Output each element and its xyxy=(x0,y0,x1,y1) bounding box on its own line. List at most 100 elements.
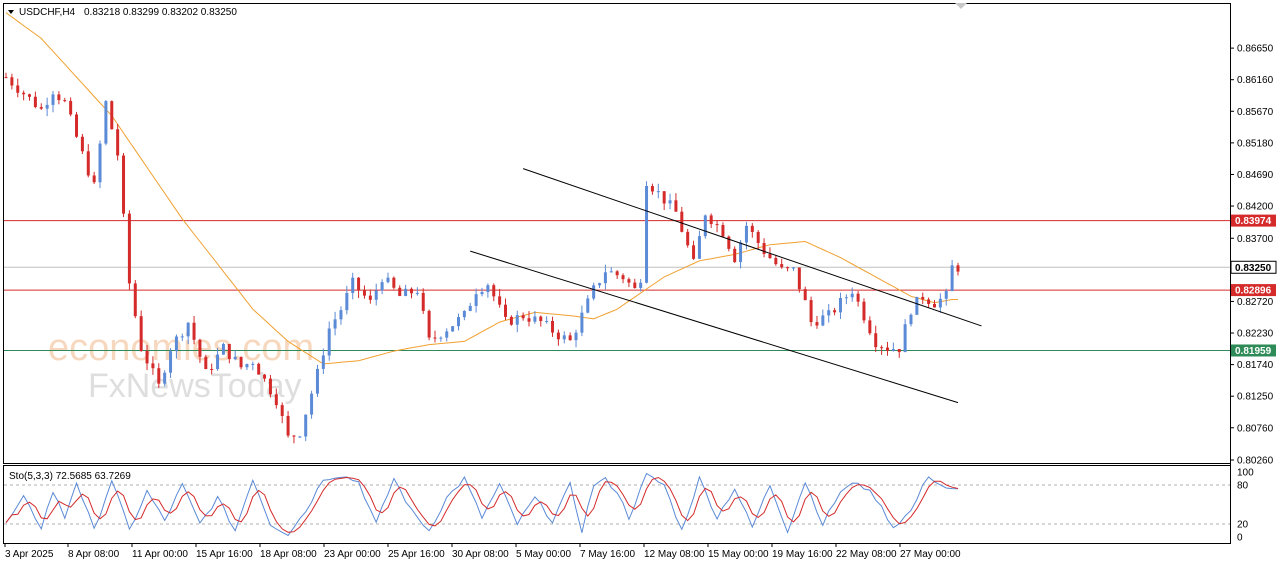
candle-body xyxy=(292,435,296,437)
time-tick-label: 30 Apr 08:00 xyxy=(452,549,509,560)
candle-body xyxy=(433,337,437,339)
candle-body xyxy=(780,264,784,268)
price-tag-label: 0.82896 xyxy=(1235,286,1272,297)
candle-body xyxy=(827,310,831,316)
candle-body xyxy=(598,283,602,286)
candle-body xyxy=(210,369,214,371)
candle-body xyxy=(339,310,343,320)
candle-body xyxy=(668,200,672,204)
stoch-level-label: 0 xyxy=(1237,533,1243,544)
symbol-dropdown-icon[interactable] xyxy=(8,10,14,14)
candle-body xyxy=(245,364,249,368)
candle-body xyxy=(633,282,637,288)
time-tick-label: 22 May 08:00 xyxy=(836,549,897,560)
candle-body xyxy=(28,94,32,97)
candle-body xyxy=(286,415,290,436)
candle-body xyxy=(80,136,84,152)
candle-body xyxy=(239,356,243,368)
candle-body xyxy=(351,277,355,293)
stochastic-oscillator: 100 80 20 0 xyxy=(4,468,1254,544)
candle-body xyxy=(645,186,649,283)
candle-body xyxy=(39,107,43,109)
candle-body xyxy=(251,363,255,365)
candle-body xyxy=(439,337,443,339)
candle-body xyxy=(327,328,331,356)
price-tick-label: 0.84200 xyxy=(1237,202,1274,213)
candle-body xyxy=(310,393,314,415)
candle-body xyxy=(803,289,807,301)
time-tick-label: 23 Apr 00:00 xyxy=(324,549,381,560)
candle-body xyxy=(192,322,196,340)
price-axis: 0.86650 0.86160 0.85670 0.85180 0.84690 0.842… xyxy=(1230,44,1274,467)
candle-body xyxy=(721,224,725,237)
price-labels: 0.83250 0.83974 0.82896 0.81959 xyxy=(1230,214,1277,357)
price-tag-box xyxy=(1231,261,1276,274)
candle-body xyxy=(157,368,161,384)
price-tick-label: 0.84690 xyxy=(1237,170,1274,181)
time-tick-label: 19 May 16:00 xyxy=(772,549,833,560)
moving-average-line xyxy=(5,12,958,365)
candle-body xyxy=(909,314,913,325)
candle-body xyxy=(774,258,778,265)
candle-body xyxy=(844,297,848,299)
price-tick-label: 0.81740 xyxy=(1237,360,1274,371)
candle-body xyxy=(762,242,766,254)
candle-body xyxy=(580,312,584,333)
candle-body xyxy=(315,368,319,394)
candle-body xyxy=(539,316,543,322)
candle-body xyxy=(151,363,155,369)
candle-body xyxy=(768,253,772,259)
price-tick-label: 0.80760 xyxy=(1237,423,1274,434)
candle-body xyxy=(357,277,361,291)
candle-body xyxy=(445,331,449,338)
ohlc-readout: 0.83218 0.83299 0.83202 0.83250 xyxy=(84,7,237,18)
candle-body xyxy=(257,363,261,375)
time-tick-label: 18 Apr 08:00 xyxy=(260,549,317,560)
candle-body xyxy=(169,351,173,373)
candle-body xyxy=(145,350,149,364)
candle-body xyxy=(650,186,654,192)
candle-body xyxy=(504,304,508,317)
candle-body xyxy=(515,315,519,325)
candle-body xyxy=(897,349,901,353)
candle-body xyxy=(574,332,578,341)
time-tick-label: 25 Apr 16:00 xyxy=(388,549,445,560)
candle-body xyxy=(69,100,73,115)
candle-body xyxy=(386,277,390,283)
price-tick-label: 0.85180 xyxy=(1237,138,1274,149)
horizontal-levels xyxy=(4,220,1230,351)
candle-body xyxy=(415,292,419,294)
candle-body xyxy=(709,215,713,225)
time-axis: 3 Apr 2025 8 Apr 08:00 11 Apr 00:00 15 Apr … xyxy=(4,543,961,560)
candle-body xyxy=(744,225,748,243)
candle-body xyxy=(492,285,496,297)
stoch-signal-line xyxy=(5,476,959,533)
candle-body xyxy=(498,296,502,305)
candle-body xyxy=(627,279,631,283)
candle-body xyxy=(615,271,619,276)
candle-body xyxy=(304,414,308,437)
stoch-main-line xyxy=(5,472,959,537)
candle-body xyxy=(815,322,819,326)
time-tick-label: 7 May 16:00 xyxy=(580,549,635,560)
candle-body xyxy=(692,245,696,259)
candle-body xyxy=(621,275,625,280)
price-tag-box xyxy=(1231,344,1276,357)
candle-body xyxy=(86,151,90,176)
scroll-marker-icon[interactable] xyxy=(955,3,967,9)
candle-body xyxy=(368,295,372,300)
candle-body xyxy=(927,299,931,304)
candle-body xyxy=(274,394,278,406)
candle-body xyxy=(409,288,413,294)
time-tick-label: 8 Apr 08:00 xyxy=(68,549,120,560)
candle-body xyxy=(468,305,472,311)
candle-body xyxy=(850,293,854,298)
symbol-timeframe[interactable]: USDCHF,H4 xyxy=(19,7,76,18)
candle-body xyxy=(4,77,8,79)
candle-body xyxy=(915,296,919,315)
candle-body xyxy=(110,101,114,130)
candle-body xyxy=(821,315,825,326)
candle-body xyxy=(891,349,895,351)
candle-body xyxy=(216,354,220,370)
